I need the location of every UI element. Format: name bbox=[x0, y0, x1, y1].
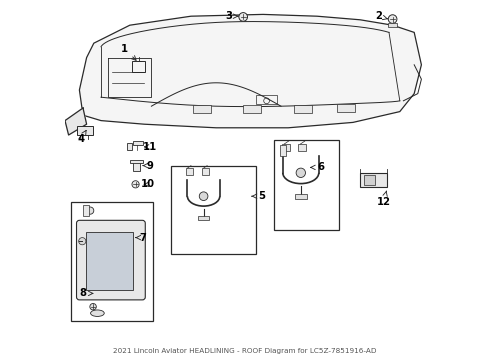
Bar bbox=[83, 205, 90, 216]
Circle shape bbox=[296, 168, 305, 177]
Ellipse shape bbox=[91, 310, 104, 316]
Bar bbox=[133, 141, 143, 145]
Bar bbox=[77, 126, 93, 135]
Bar bbox=[243, 105, 261, 113]
Bar bbox=[337, 104, 355, 112]
Text: 6: 6 bbox=[311, 162, 324, 172]
Bar bbox=[298, 144, 306, 151]
Bar bbox=[282, 144, 290, 151]
Bar bbox=[360, 173, 387, 187]
Bar bbox=[171, 166, 256, 254]
Bar bbox=[130, 160, 143, 163]
Bar bbox=[133, 161, 140, 171]
Text: 4: 4 bbox=[77, 130, 86, 144]
Text: 7: 7 bbox=[136, 233, 146, 243]
Text: 1: 1 bbox=[121, 44, 136, 60]
Text: 8: 8 bbox=[79, 288, 93, 298]
Bar bbox=[132, 61, 145, 72]
Text: 3: 3 bbox=[225, 11, 238, 21]
Bar bbox=[256, 95, 277, 104]
Text: 2: 2 bbox=[375, 11, 388, 21]
Bar bbox=[364, 175, 374, 185]
Circle shape bbox=[388, 15, 397, 23]
Polygon shape bbox=[65, 108, 87, 135]
Text: 12: 12 bbox=[377, 191, 391, 207]
Bar bbox=[280, 145, 286, 156]
Text: 10: 10 bbox=[141, 179, 155, 189]
Bar bbox=[72, 202, 153, 321]
Circle shape bbox=[90, 303, 97, 310]
Bar bbox=[388, 23, 397, 27]
Circle shape bbox=[132, 181, 139, 188]
Circle shape bbox=[199, 192, 208, 201]
Bar bbox=[274, 140, 339, 230]
Circle shape bbox=[79, 238, 86, 245]
Bar bbox=[127, 143, 132, 150]
Text: 11: 11 bbox=[143, 142, 157, 152]
Polygon shape bbox=[79, 14, 421, 128]
Text: 5: 5 bbox=[252, 191, 265, 201]
Bar bbox=[294, 194, 307, 199]
Bar bbox=[186, 168, 193, 175]
FancyBboxPatch shape bbox=[76, 220, 145, 300]
Bar bbox=[86, 232, 133, 290]
Circle shape bbox=[239, 13, 247, 21]
Text: 2021 Lincoln Aviator HEADLINING - ROOF Diagram for LC5Z-7851916-AD: 2021 Lincoln Aviator HEADLINING - ROOF D… bbox=[113, 348, 377, 354]
Bar bbox=[294, 105, 312, 113]
Bar bbox=[202, 168, 209, 175]
Circle shape bbox=[87, 207, 94, 214]
Bar bbox=[198, 216, 209, 220]
Text: 9: 9 bbox=[143, 161, 153, 171]
Bar bbox=[193, 105, 211, 113]
